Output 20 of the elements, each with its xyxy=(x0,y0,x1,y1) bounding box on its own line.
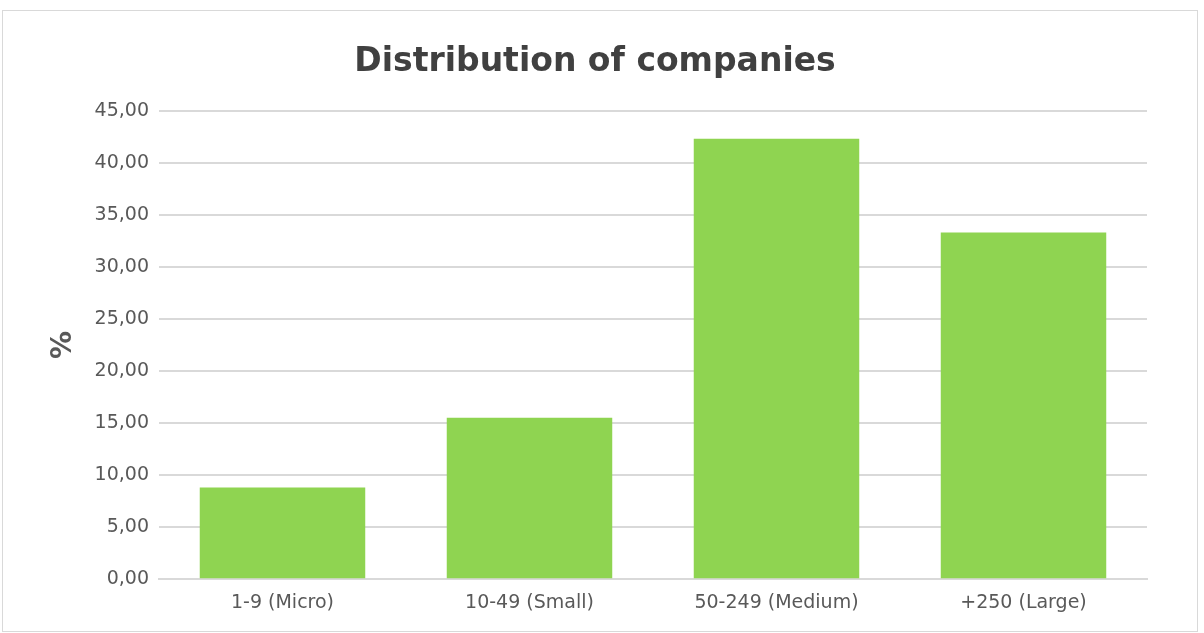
y-tick-label: 45,00 xyxy=(94,97,149,120)
bar xyxy=(199,487,366,579)
y-tick-label: 15,00 xyxy=(94,409,149,432)
y-tick-label: 20,00 xyxy=(94,357,149,380)
bar xyxy=(693,138,860,579)
y-tick-label: 10,00 xyxy=(94,462,149,484)
bar xyxy=(940,232,1107,579)
x-tick-label: +250 (Large) xyxy=(960,589,1087,612)
x-tick-label: 10-49 (Small) xyxy=(465,589,594,612)
y-tick-label: 0,00 xyxy=(106,566,149,589)
x-tick-label: 50-249 (Medium) xyxy=(694,589,859,612)
bar xyxy=(446,417,613,579)
chart-title: Distribution of companies xyxy=(354,40,836,80)
y-axis-title: % xyxy=(45,330,79,359)
y-tick-label: 25,00 xyxy=(94,305,149,328)
y-tick-label: 30,00 xyxy=(94,253,149,276)
y-tick-label: 5,00 xyxy=(106,514,149,537)
y-tick-label: 35,00 xyxy=(94,201,149,224)
x-tick-label: 1-9 (Micro) xyxy=(230,589,335,612)
y-tick-label: 40,00 xyxy=(94,149,149,172)
